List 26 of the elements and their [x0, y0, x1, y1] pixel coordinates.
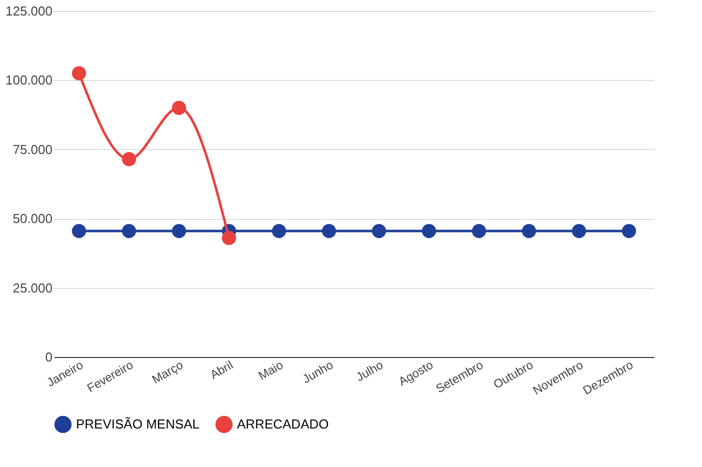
- x-tick-label: Julho: [354, 358, 386, 384]
- legend-label: PREVISÃO MENSAL: [76, 416, 200, 432]
- point: [422, 224, 436, 238]
- legend-label: ARRECADADO: [237, 416, 329, 432]
- x-tick-label: Abril: [208, 358, 236, 382]
- point: [122, 152, 136, 166]
- point: [222, 230, 236, 246]
- x-tick-label: Maio: [256, 358, 286, 383]
- y-tick-label: 50.000: [12, 211, 52, 226]
- point: [272, 224, 286, 238]
- point: [572, 224, 586, 238]
- y-tick-label: 100.000: [6, 72, 52, 88]
- point: [372, 224, 386, 238]
- point: [72, 224, 86, 238]
- point: [172, 224, 186, 238]
- point: [322, 224, 336, 238]
- y-tick-label: 25.000: [12, 280, 52, 296]
- point: [172, 100, 186, 115]
- point: [622, 224, 636, 238]
- y-tick-label: 0: [45, 350, 52, 364]
- y-tick-label: 125.000: [6, 4, 52, 18]
- point: [72, 66, 86, 80]
- point: [522, 224, 536, 238]
- point: [472, 224, 486, 238]
- y-tick-label: 75.000: [12, 142, 52, 157]
- point: [122, 224, 136, 238]
